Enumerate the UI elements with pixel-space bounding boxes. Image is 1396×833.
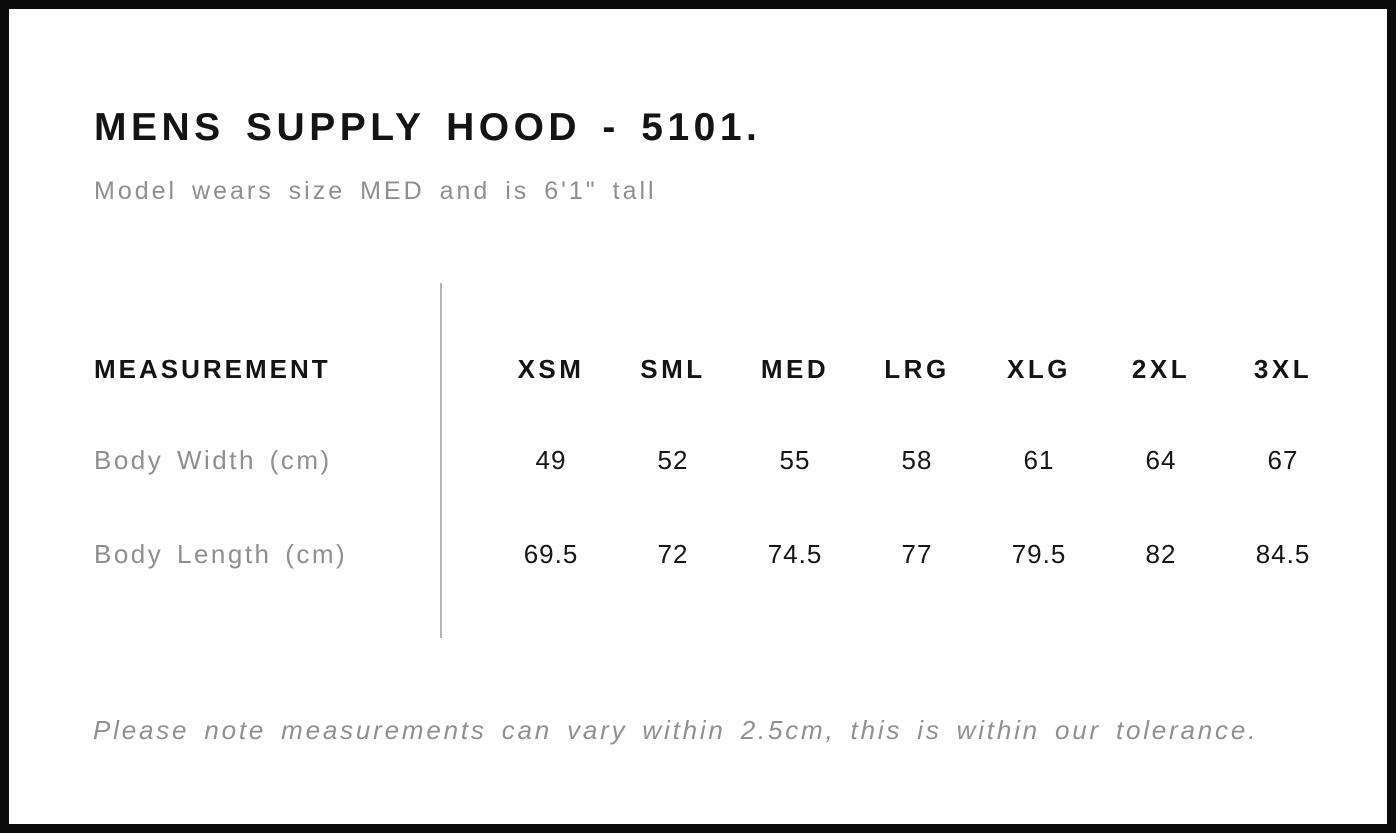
body-width-lrg: 58	[901, 444, 933, 475]
row-label: Body Width (cm)	[94, 444, 332, 475]
body-length-xsm: 69.5	[523, 538, 579, 569]
body-width-sml: 52	[657, 444, 689, 475]
body-length-sml: 72	[657, 538, 689, 569]
table-row-body-length: Body Length (cm) 69.5 72 74.5 77 79.5 82…	[94, 529, 1344, 579]
body-length-2xl: 82	[1145, 538, 1177, 569]
vertical-divider-rule	[440, 283, 442, 638]
body-length-med: 74.5	[767, 538, 823, 569]
model-size-note: Model wears size MED and is 6'1" tall	[94, 177, 657, 205]
body-width-3xl: 67	[1267, 444, 1299, 475]
body-width-2xl: 64	[1145, 444, 1177, 475]
measurement-column-header: MEASUREMENT	[94, 353, 331, 384]
body-width-xlg: 61	[1023, 444, 1055, 475]
body-length-3xl: 84.5	[1255, 538, 1311, 569]
size-header-3xl: 3XL	[1253, 353, 1313, 384]
body-width-xsm: 49	[535, 444, 567, 475]
size-header-2xl: 2XL	[1131, 353, 1191, 384]
size-chart-canvas: MENS SUPPLY HOOD - 5101. Model wears siz…	[9, 9, 1387, 824]
tolerance-note: Please note measurements can vary within…	[93, 715, 1259, 745]
size-header-xlg: XLG	[1007, 353, 1071, 384]
body-length-lrg: 77	[901, 538, 933, 569]
size-header-xsm: XSM	[517, 353, 585, 384]
body-width-med: 55	[779, 444, 811, 475]
size-header-med: MED	[760, 353, 830, 384]
body-length-xlg: 79.5	[1011, 538, 1067, 569]
size-header-lrg: LRG	[884, 353, 950, 384]
page-title: MENS SUPPLY HOOD - 5101.	[94, 106, 762, 149]
size-header-sml: SML	[640, 353, 706, 384]
row-label: Body Length (cm)	[94, 538, 348, 569]
size-table-header-row: MEASUREMENT XSM SML MED LRG XLG 2XL 3XL	[94, 344, 1344, 394]
table-row-body-width: Body Width (cm) 49 52 55 58 61 64 67	[94, 435, 1344, 485]
